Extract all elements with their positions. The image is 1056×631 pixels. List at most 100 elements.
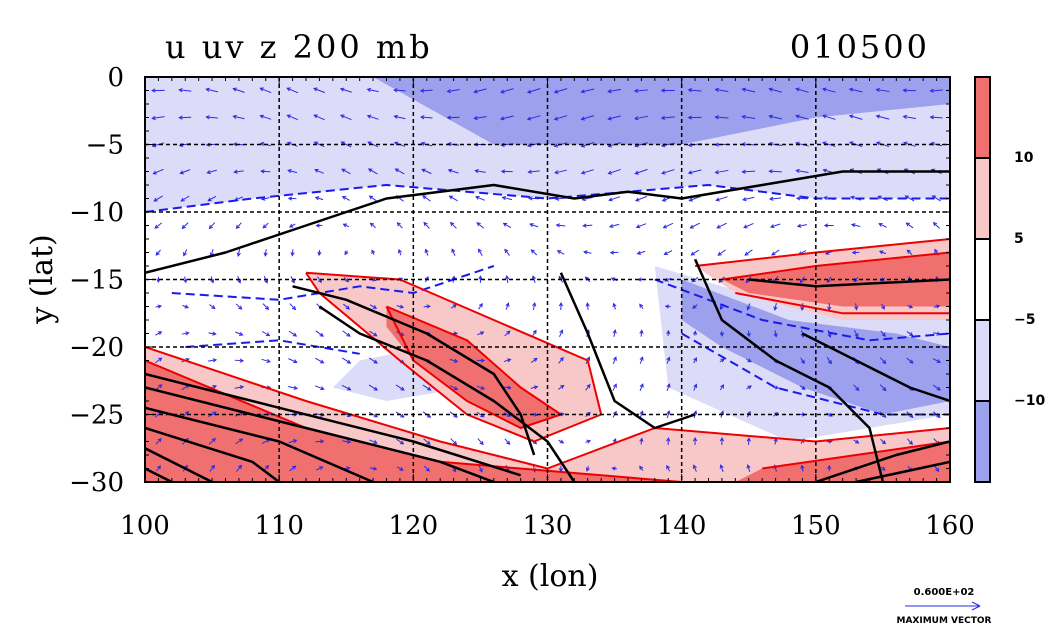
wind-vector-head xyxy=(660,115,666,120)
wind-vector-head xyxy=(342,223,348,228)
wind-vector xyxy=(475,196,485,201)
wind-vector-head xyxy=(666,383,671,388)
wind-vector-head xyxy=(205,115,210,120)
wind-vector xyxy=(209,222,216,229)
wind-vector-head xyxy=(346,332,351,337)
wind-vector xyxy=(743,222,754,229)
wind-vector-head xyxy=(935,304,941,309)
wind-vector xyxy=(262,222,269,229)
wind-vector-head xyxy=(607,170,612,175)
wind-vector-head xyxy=(666,464,671,470)
wind-vector xyxy=(368,357,378,364)
wind-vector-head xyxy=(610,277,616,282)
wind-vector-head xyxy=(426,440,431,445)
wind-vector xyxy=(395,168,405,175)
wind-vector-head xyxy=(238,305,243,310)
wind-vector-head xyxy=(747,358,752,363)
wind-vector xyxy=(423,438,431,445)
wind-vector xyxy=(693,465,697,472)
wind-vector-head xyxy=(211,437,216,443)
wind-vector-head xyxy=(715,197,720,202)
wind-vector xyxy=(769,197,782,200)
wind-vector xyxy=(774,302,777,311)
wind-vector xyxy=(581,88,595,93)
wind-vector xyxy=(934,465,939,472)
wind-vector-head xyxy=(585,467,590,472)
wind-vector-head xyxy=(848,114,854,119)
wind-vector-head xyxy=(151,88,156,93)
wind-vector xyxy=(210,276,214,283)
wind-vector-head xyxy=(693,383,698,389)
colorbar-label: 10 xyxy=(1014,150,1034,166)
wind-vector-head xyxy=(212,358,218,363)
wind-vector xyxy=(796,169,809,174)
wind-vector xyxy=(906,331,913,336)
wind-vector xyxy=(688,169,702,174)
wind-vector-head xyxy=(178,115,183,120)
wind-vector-head xyxy=(555,223,561,228)
wind-vector xyxy=(853,330,859,337)
wind-vector-head xyxy=(586,383,591,389)
wind-vector xyxy=(260,115,272,120)
wind-vector-head xyxy=(265,464,270,470)
wind-vector-head xyxy=(393,141,399,146)
wind-vector xyxy=(554,88,568,93)
wind-vector xyxy=(341,357,351,364)
wind-vector xyxy=(394,89,406,92)
wind-vector-head xyxy=(929,88,934,93)
y-tick-label: 0 xyxy=(107,63,124,93)
wind-vector-head xyxy=(448,195,454,200)
wind-vector-head xyxy=(662,224,668,229)
wind-vector-head xyxy=(368,195,374,200)
wind-vector-head xyxy=(205,142,211,147)
wind-vector-head xyxy=(212,384,218,389)
wind-vector xyxy=(742,88,756,93)
wind-vector-head xyxy=(262,224,267,229)
wind-vector xyxy=(233,88,245,93)
wind-vector-head xyxy=(634,116,639,121)
wind-vector-head xyxy=(317,251,322,257)
wind-vector-head xyxy=(400,413,405,418)
wind-vector-head xyxy=(526,116,532,121)
wind-vector xyxy=(477,438,484,445)
wind-vector-head xyxy=(479,440,484,446)
height-contour xyxy=(855,460,950,482)
colorbar-label: −5 xyxy=(1014,312,1035,328)
wind-vector-head xyxy=(341,168,346,173)
wind-vector-head xyxy=(716,224,721,229)
wind-vector-head xyxy=(400,386,405,391)
wind-vector xyxy=(153,195,163,202)
wind-vector-head xyxy=(854,333,859,338)
wind-vector-head xyxy=(827,360,832,365)
wind-vector-head xyxy=(902,114,908,119)
wind-vector-head xyxy=(420,141,425,146)
wind-vector-head xyxy=(158,357,163,362)
x-axis-label: x (lon) xyxy=(502,559,599,594)
x-tick-label: 120 xyxy=(389,511,439,541)
wind-vector-head xyxy=(446,115,452,120)
wind-vector xyxy=(341,141,352,148)
wind-vector xyxy=(531,249,538,256)
wind-vector-head xyxy=(287,169,292,174)
wind-vector-head xyxy=(720,384,725,389)
wind-vector-head xyxy=(634,170,639,175)
wind-vector-head xyxy=(796,223,802,228)
wind-vector-head xyxy=(800,359,805,365)
wind-vector xyxy=(207,169,217,174)
wind-vector xyxy=(288,330,297,337)
wind-vector xyxy=(532,302,536,311)
wind-vector-head xyxy=(932,221,938,227)
positive-u-contour xyxy=(305,271,603,443)
wind-vector-head xyxy=(393,114,398,119)
wind-vector-head xyxy=(635,224,641,229)
wind-vector-head xyxy=(904,195,909,200)
wind-vector xyxy=(288,358,297,363)
wind-vector-head xyxy=(208,224,213,230)
wind-vector-head xyxy=(720,410,725,415)
wind-vector xyxy=(313,87,325,94)
wind-vector-head xyxy=(366,87,372,93)
wind-vector-head xyxy=(527,169,532,174)
wind-vector xyxy=(154,222,162,229)
colorbar-segment xyxy=(974,238,991,321)
wind-vector-head xyxy=(854,306,859,311)
